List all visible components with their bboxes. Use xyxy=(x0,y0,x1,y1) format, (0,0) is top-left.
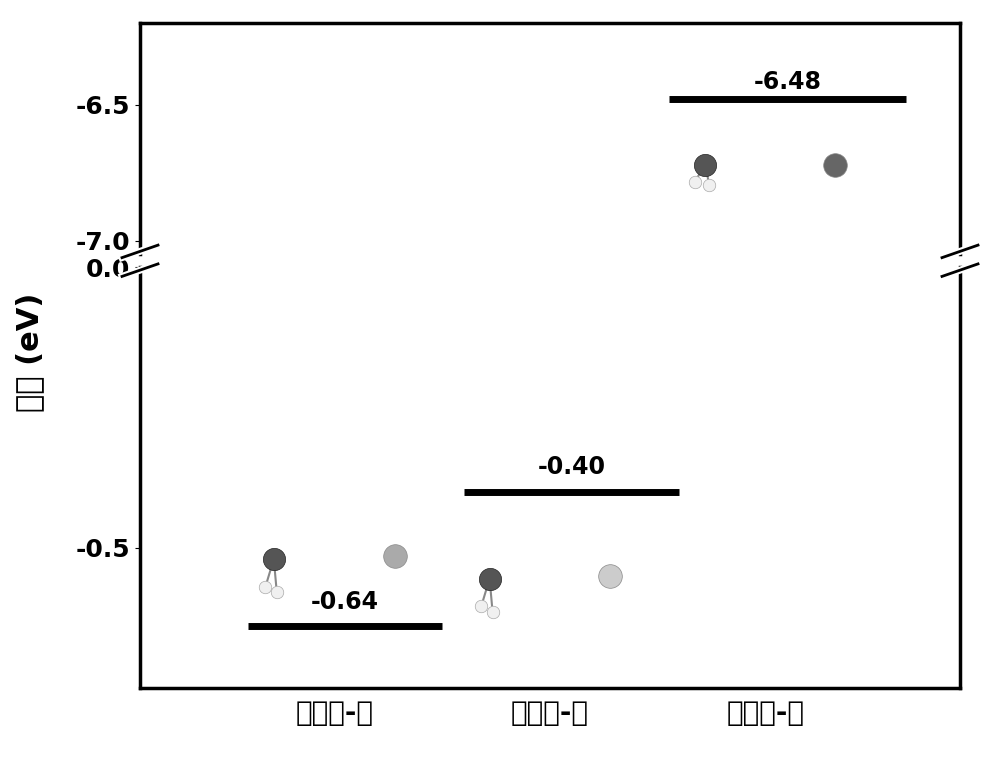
Text: 强度 (eV): 强度 (eV) xyxy=(15,292,44,411)
Text: -0.64: -0.64 xyxy=(311,590,379,614)
Text: -6.48: -6.48 xyxy=(753,70,821,94)
Text: -0.40: -0.40 xyxy=(538,455,606,479)
